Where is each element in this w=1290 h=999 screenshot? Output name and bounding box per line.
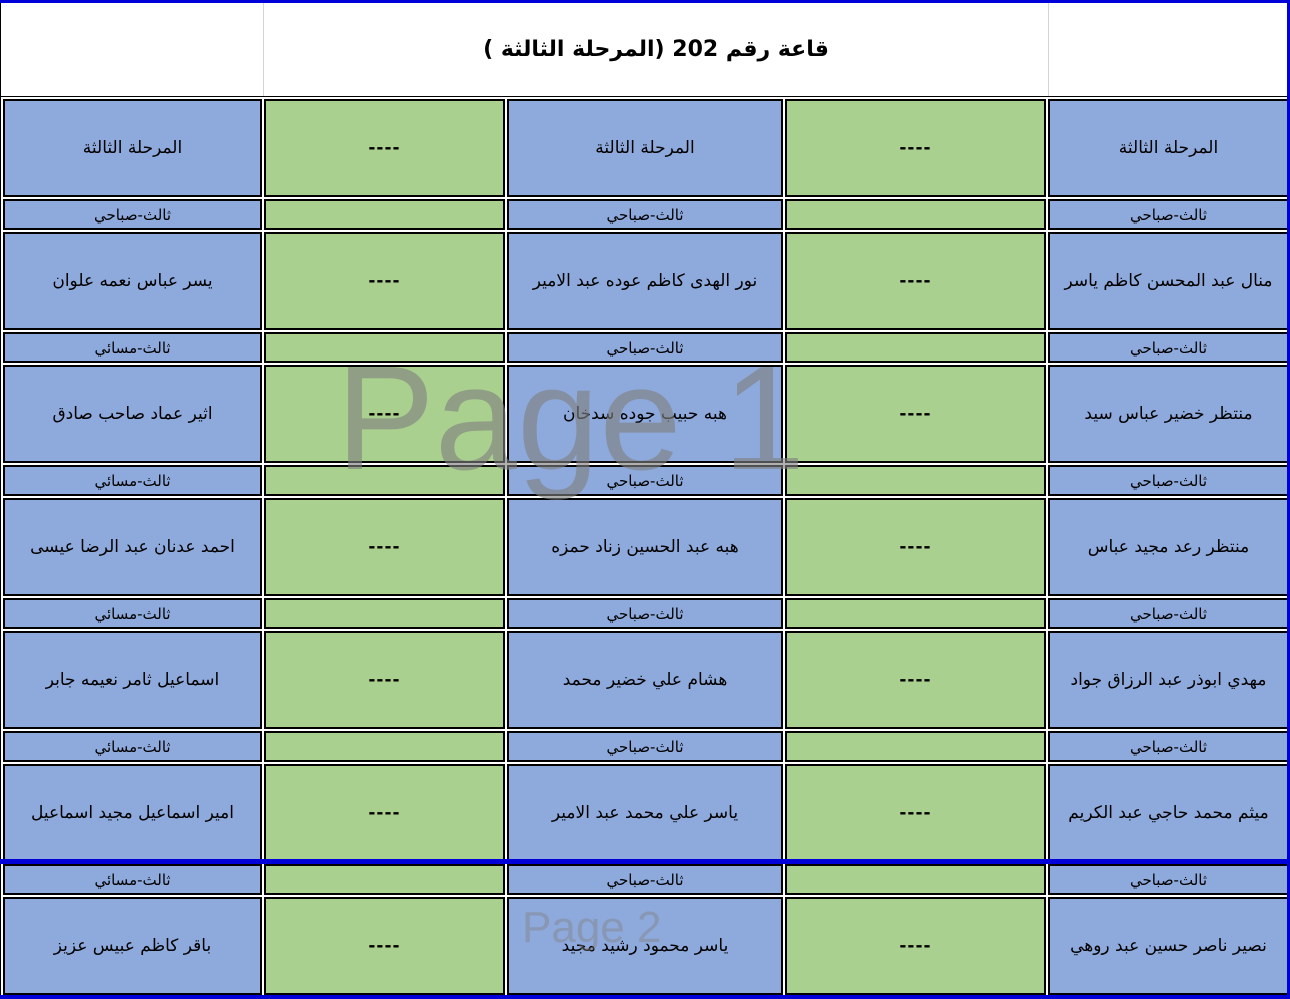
separator-cell[interactable]: ----	[264, 99, 505, 197]
page-break-line-bottom	[0, 995, 1290, 999]
student-cell[interactable]: ثالث-صباحي	[507, 332, 783, 363]
table-row: يسر عباس نعمه علوان ---- نور الهدى كاظم عو…	[3, 232, 1289, 330]
separator-cell[interactable]	[264, 465, 505, 496]
title-row: قاعة رقم 202 (المرحلة الثالثة )	[0, 3, 1290, 96]
table-row: اسماعيل ثامر نعيمه جابر ---- هشام علي خضير…	[3, 631, 1289, 729]
student-cell[interactable]: ياسر علي محمد عبد الامير	[507, 764, 783, 862]
student-cell[interactable]: ثالث-صباحي	[1048, 332, 1289, 363]
separator-cell[interactable]: ----	[264, 365, 505, 463]
student-cell[interactable]: ثالث-صباحي	[507, 199, 783, 230]
student-cell[interactable]: ثالث-مسائي	[3, 332, 262, 363]
page-break-line-horizontal[interactable]	[0, 859, 1290, 864]
separator-cell[interactable]	[264, 864, 505, 895]
student-cell[interactable]: ثالث-مسائي	[3, 731, 262, 762]
schedule-grid-wrap: المرحلة الثالثة ---- المرحلة الثالثة ---- ال…	[0, 96, 1290, 998]
student-cell[interactable]: منال عبد المحسن كاظم ياسر	[1048, 232, 1289, 330]
table-row: ثالث-مسائي ثالث-صباحي ثالث-صباحي	[3, 332, 1289, 363]
separator-cell[interactable]: ----	[785, 631, 1046, 729]
separator-cell[interactable]: ----	[785, 498, 1046, 596]
separator-cell[interactable]: ----	[264, 232, 505, 330]
separator-cell[interactable]	[785, 598, 1046, 629]
student-cell[interactable]: نصير ناصر حسين عبد روهي	[1048, 897, 1289, 995]
student-cell[interactable]: ثالث-صباحي	[1048, 465, 1289, 496]
table-row: باقر كاظم عبيس عزيز ---- ياسر محمود رشيد م…	[3, 897, 1289, 995]
table-row: احمد عدنان عبد الرضا عيسى ---- هبه عبد الح…	[3, 498, 1289, 596]
student-cell[interactable]: ثالث-صباحي	[507, 864, 783, 895]
student-cell[interactable]: ثالث-صباحي	[1048, 731, 1289, 762]
separator-cell[interactable]: ----	[785, 764, 1046, 862]
student-cell[interactable]: يسر عباس نعمه علوان	[3, 232, 262, 330]
table-row: ثالث-مسائي ثالث-صباحي ثالث-صباحي	[3, 731, 1289, 762]
page-title[interactable]: قاعة رقم 202 (المرحلة الثالثة )	[264, 3, 1049, 96]
table-row: اثير عماد صاحب صادق ---- هبه حبيب جوده سدخ…	[3, 365, 1289, 463]
table-row: ثالث-مسائي ثالث-صباحي ثالث-صباحي	[3, 465, 1289, 496]
student-cell[interactable]: ثالث-مسائي	[3, 465, 262, 496]
student-cell[interactable]: المرحلة الثالثة	[507, 99, 783, 197]
table-row: ثالث-مسائي ثالث-صباحي ثالث-صباحي	[3, 598, 1289, 629]
student-cell[interactable]: اسماعيل ثامر نعيمه جابر	[3, 631, 262, 729]
student-cell[interactable]: هبه حبيب جوده سدخان	[507, 365, 783, 463]
separator-cell[interactable]	[264, 199, 505, 230]
student-cell[interactable]: مهدي ابوذر عبد الرزاق جواد	[1048, 631, 1289, 729]
separator-cell[interactable]	[785, 465, 1046, 496]
student-cell[interactable]: هبه عبد الحسين زناد حمزه	[507, 498, 783, 596]
exam-hall-seating-table: المرحلة الثالثة ---- المرحلة الثالثة ---- ال…	[0, 96, 1290, 998]
header-cell-right[interactable]	[1049, 3, 1290, 96]
student-cell[interactable]: ثالث-صباحي	[1048, 864, 1289, 895]
separator-cell[interactable]: ----	[264, 897, 505, 995]
student-cell[interactable]: ياسر محمود رشيد مجيد	[507, 897, 783, 995]
separator-cell[interactable]	[264, 731, 505, 762]
separator-cell[interactable]: ----	[785, 232, 1046, 330]
header-cell-left[interactable]	[1, 3, 264, 96]
table-row: ثالث-صباحي ثالث-صباحي ثالث-صباحي	[3, 199, 1289, 230]
student-cell[interactable]: ثالث-صباحي	[1048, 199, 1289, 230]
table-row: المرحلة الثالثة ---- المرحلة الثالثة ---- ال…	[3, 99, 1289, 197]
separator-cell[interactable]: ----	[785, 897, 1046, 995]
student-cell[interactable]: امير اسماعيل مجيد اسماعيل	[3, 764, 262, 862]
student-cell[interactable]: ثالث-صباحي	[1048, 598, 1289, 629]
student-cell[interactable]: باقر كاظم عبيس عزيز	[3, 897, 262, 995]
student-cell[interactable]: ثالث-صباحي	[507, 465, 783, 496]
separator-cell[interactable]: ----	[264, 498, 505, 596]
student-cell[interactable]: نور الهدى كاظم عوده عبد الامير	[507, 232, 783, 330]
student-cell[interactable]: هشام علي خضير محمد	[507, 631, 783, 729]
separator-cell[interactable]	[785, 731, 1046, 762]
separator-cell[interactable]: ----	[785, 99, 1046, 197]
student-cell[interactable]: ثالث-صباحي	[507, 731, 783, 762]
student-cell[interactable]: المرحلة الثالثة	[3, 99, 262, 197]
separator-cell[interactable]: ----	[264, 631, 505, 729]
separator-cell[interactable]: ----	[264, 764, 505, 862]
student-cell[interactable]: ثالث-صباحي	[507, 598, 783, 629]
student-cell[interactable]: اثير عماد صاحب صادق	[3, 365, 262, 463]
separator-cell[interactable]	[785, 332, 1046, 363]
page-break-line-right	[1287, 0, 1290, 999]
student-cell[interactable]: ثالث-مسائي	[3, 864, 262, 895]
separator-cell[interactable]	[264, 332, 505, 363]
student-cell[interactable]: منتظر رعد مجيد عباس	[1048, 498, 1289, 596]
page-break-line-top	[0, 0, 1290, 3]
student-cell[interactable]: ميثم محمد حاجي عبد الكريم	[1048, 764, 1289, 862]
table-row: امير اسماعيل مجيد اسماعيل ---- ياسر علي مح…	[3, 764, 1289, 862]
table-row: ثالث-مسائي ثالث-صباحي ثالث-صباحي	[3, 864, 1289, 895]
student-cell[interactable]: منتظر خضير عباس سيد	[1048, 365, 1289, 463]
separator-cell[interactable]: ----	[785, 365, 1046, 463]
separator-cell[interactable]	[785, 199, 1046, 230]
separator-cell[interactable]	[785, 864, 1046, 895]
student-cell[interactable]: احمد عدنان عبد الرضا عيسى	[3, 498, 262, 596]
student-cell[interactable]: المرحلة الثالثة	[1048, 99, 1289, 197]
student-cell[interactable]: ثالث-مسائي	[3, 598, 262, 629]
separator-cell[interactable]	[264, 598, 505, 629]
student-cell[interactable]: ثالث-صباحي	[3, 199, 262, 230]
